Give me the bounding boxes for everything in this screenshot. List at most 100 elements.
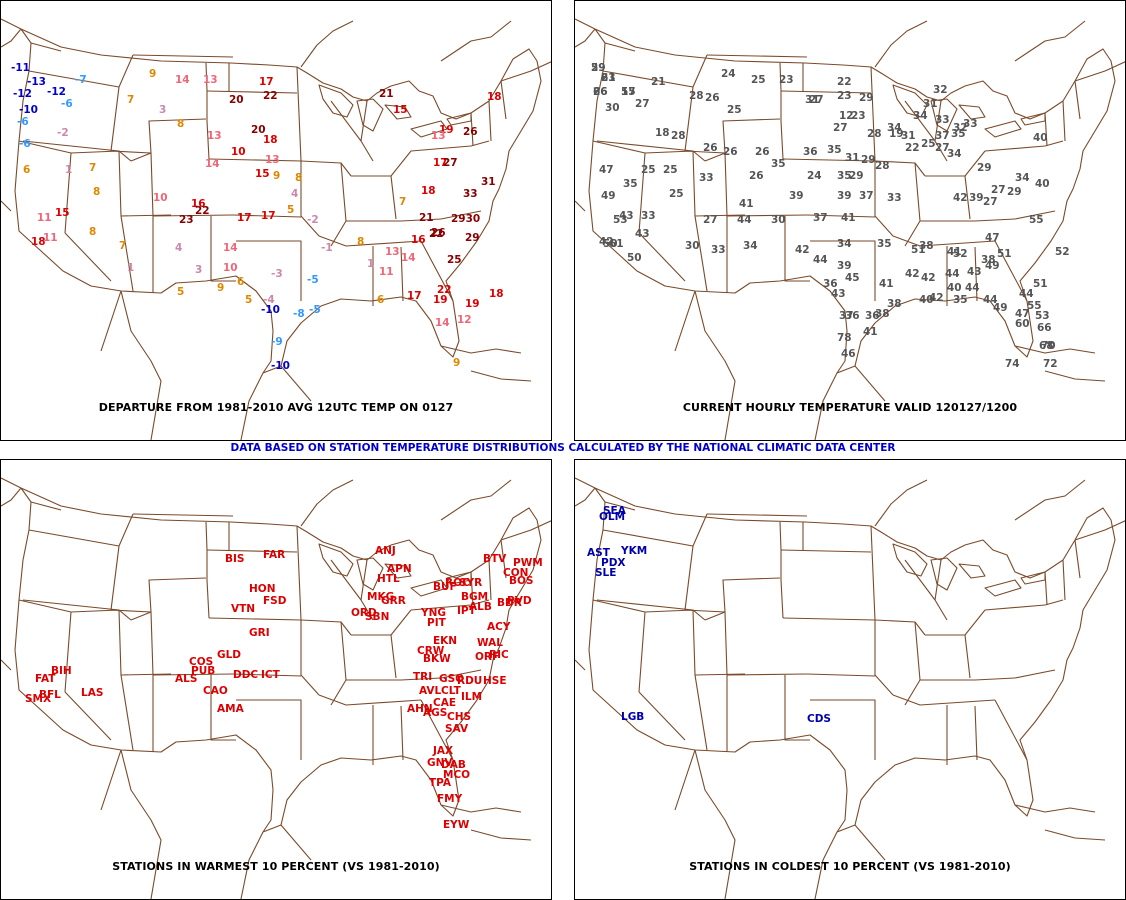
warm-station-code: BOS [509, 575, 534, 587]
current-temp-value: 36 [823, 278, 838, 290]
coastline-outline [500, 520, 551, 541]
current-temp-value: 47 [985, 232, 1000, 244]
state-boundary [70, 609, 134, 751]
coastline-outline [575, 200, 586, 212]
current-temp-value: 49 [985, 260, 1000, 272]
departure-value: 5 [287, 204, 294, 216]
warm-station-code: CON [503, 567, 528, 579]
current-temp-value: 37 [935, 130, 950, 142]
current-temp-value: 55 [1029, 214, 1044, 226]
departure-value: 21 [379, 88, 394, 100]
great-lake-outline [958, 104, 986, 120]
warm-station-code: PUB [191, 665, 215, 677]
cold-station-code: CDS [807, 713, 831, 725]
warm-station-code: PVD [507, 595, 532, 607]
state-boundary [440, 210, 482, 220]
current-temp-value: 27 [809, 94, 824, 106]
departure-value: 6 [23, 164, 30, 176]
departure-value: -6 [17, 116, 29, 128]
coastline-outline [100, 749, 122, 811]
current-temp-value: 53 [613, 214, 628, 226]
current-temp-value: 21 [651, 76, 666, 88]
great-lake-outline [984, 120, 1022, 138]
warm-station-code: EKN [433, 635, 457, 647]
us-outline [588, 28, 1116, 374]
warm-station-code: RDU [457, 675, 482, 687]
current-temp-value: 29 [861, 154, 876, 166]
state-boundary [120, 673, 172, 676]
current-temp-value: 68 [1039, 340, 1054, 352]
current-temp-value: 78 [837, 332, 852, 344]
departure-value: 22 [429, 228, 444, 240]
current-temp-value: 47 [599, 164, 614, 176]
warm-station-code: CRW [417, 645, 445, 657]
great-lake-outline [410, 579, 448, 597]
warm-station-code: YNG [420, 607, 446, 619]
coastline-outline [470, 370, 532, 382]
great-lake-outline [1020, 571, 1046, 585]
departure-value: 18 [31, 236, 46, 248]
current-temp-value: 50 [627, 252, 642, 264]
departure-value: 23 [179, 214, 194, 226]
current-temp-value: 42 [953, 192, 968, 204]
departure-value: 6 [237, 276, 244, 288]
state-boundary [64, 691, 112, 741]
great-lake-outline [892, 543, 928, 577]
warm-station-code: COS [189, 656, 213, 668]
state-boundary [28, 513, 134, 547]
coastline-outline [440, 804, 522, 813]
warm-station-code: FSD [263, 595, 287, 607]
current-temp-value: 21 [601, 72, 616, 84]
warm-station-code: ALB [469, 601, 492, 613]
current-temp-value: 33 [963, 118, 978, 130]
current-temp-value: 50 [603, 238, 618, 250]
departure-value: -6 [19, 138, 31, 150]
current-temp-value: 22 [837, 76, 852, 88]
current-temp-value: 51 [1033, 278, 1048, 290]
state-boundary [390, 175, 397, 220]
coastline-outline [300, 479, 354, 527]
current-temp-value: 40 [947, 282, 962, 294]
coastline-outline [674, 290, 696, 352]
current-temp-value: 42 [921, 272, 936, 284]
departure-value: 3 [159, 104, 166, 116]
coastline-outline [300, 20, 354, 68]
state-boundary [920, 218, 1016, 222]
current-temp-value: 42 [599, 236, 614, 248]
current-temp-value: 31 [845, 152, 860, 164]
state-boundary [205, 521, 210, 619]
departure-value: -5 [307, 274, 319, 286]
state-boundary [964, 634, 971, 679]
current-temp-value: 29 [849, 170, 864, 182]
warm-station-code: APN [387, 563, 412, 575]
departure-value: 33 [463, 188, 478, 200]
current-temp-value: 31 [901, 130, 916, 142]
state-boundary [892, 694, 996, 706]
current-temp-value: 44 [983, 294, 998, 306]
current-temp-value: 37 [859, 190, 874, 202]
departure-value: 14 [205, 158, 220, 170]
departure-value: 8 [177, 118, 184, 130]
departure-value: 16 [191, 198, 206, 210]
warm-station-code: GRR [381, 595, 406, 607]
current-temp-value: 37 [813, 212, 828, 224]
current-temp-value: 40 [1035, 178, 1050, 190]
great-lake-outline [356, 98, 384, 132]
departure-value: 18 [421, 185, 436, 197]
coastline-outline [575, 487, 596, 507]
state-boundary [296, 66, 320, 237]
state-boundary [210, 216, 236, 282]
departure-value: -6 [61, 98, 73, 110]
departure-value: 19 [439, 124, 454, 136]
current-temp-value: 24 [721, 68, 736, 80]
state-boundary [130, 152, 152, 162]
state-boundary [300, 160, 352, 177]
coastline-outline [240, 372, 264, 440]
current-temp-value: 41 [863, 326, 878, 338]
current-temp-value: 31 [923, 98, 938, 110]
warm-station-code: BIS [225, 553, 244, 565]
current-temp-value: 33 [887, 192, 902, 204]
state-boundary [904, 621, 921, 706]
warm-station-code: ACY [487, 621, 511, 633]
state-boundary [360, 559, 368, 601]
